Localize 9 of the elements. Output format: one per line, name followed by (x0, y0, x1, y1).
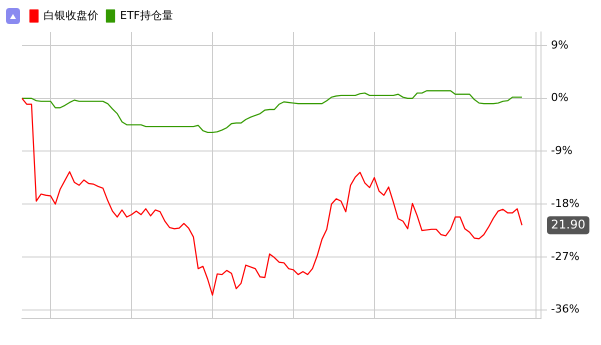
text: 21.90 (551, 217, 586, 232)
legend-label: 白银收盘价 (44, 8, 98, 22)
y-tick-label: -18% (551, 196, 580, 210)
legend-label: ETF持仓量 (120, 8, 173, 22)
y-tick-label: 9% (551, 38, 568, 52)
y-tick-label: -27% (551, 250, 580, 263)
y-tick-label: -36% (551, 302, 580, 316)
y-tick-label: 0% (551, 91, 568, 104)
y-tick-label: -9% (551, 144, 572, 158)
